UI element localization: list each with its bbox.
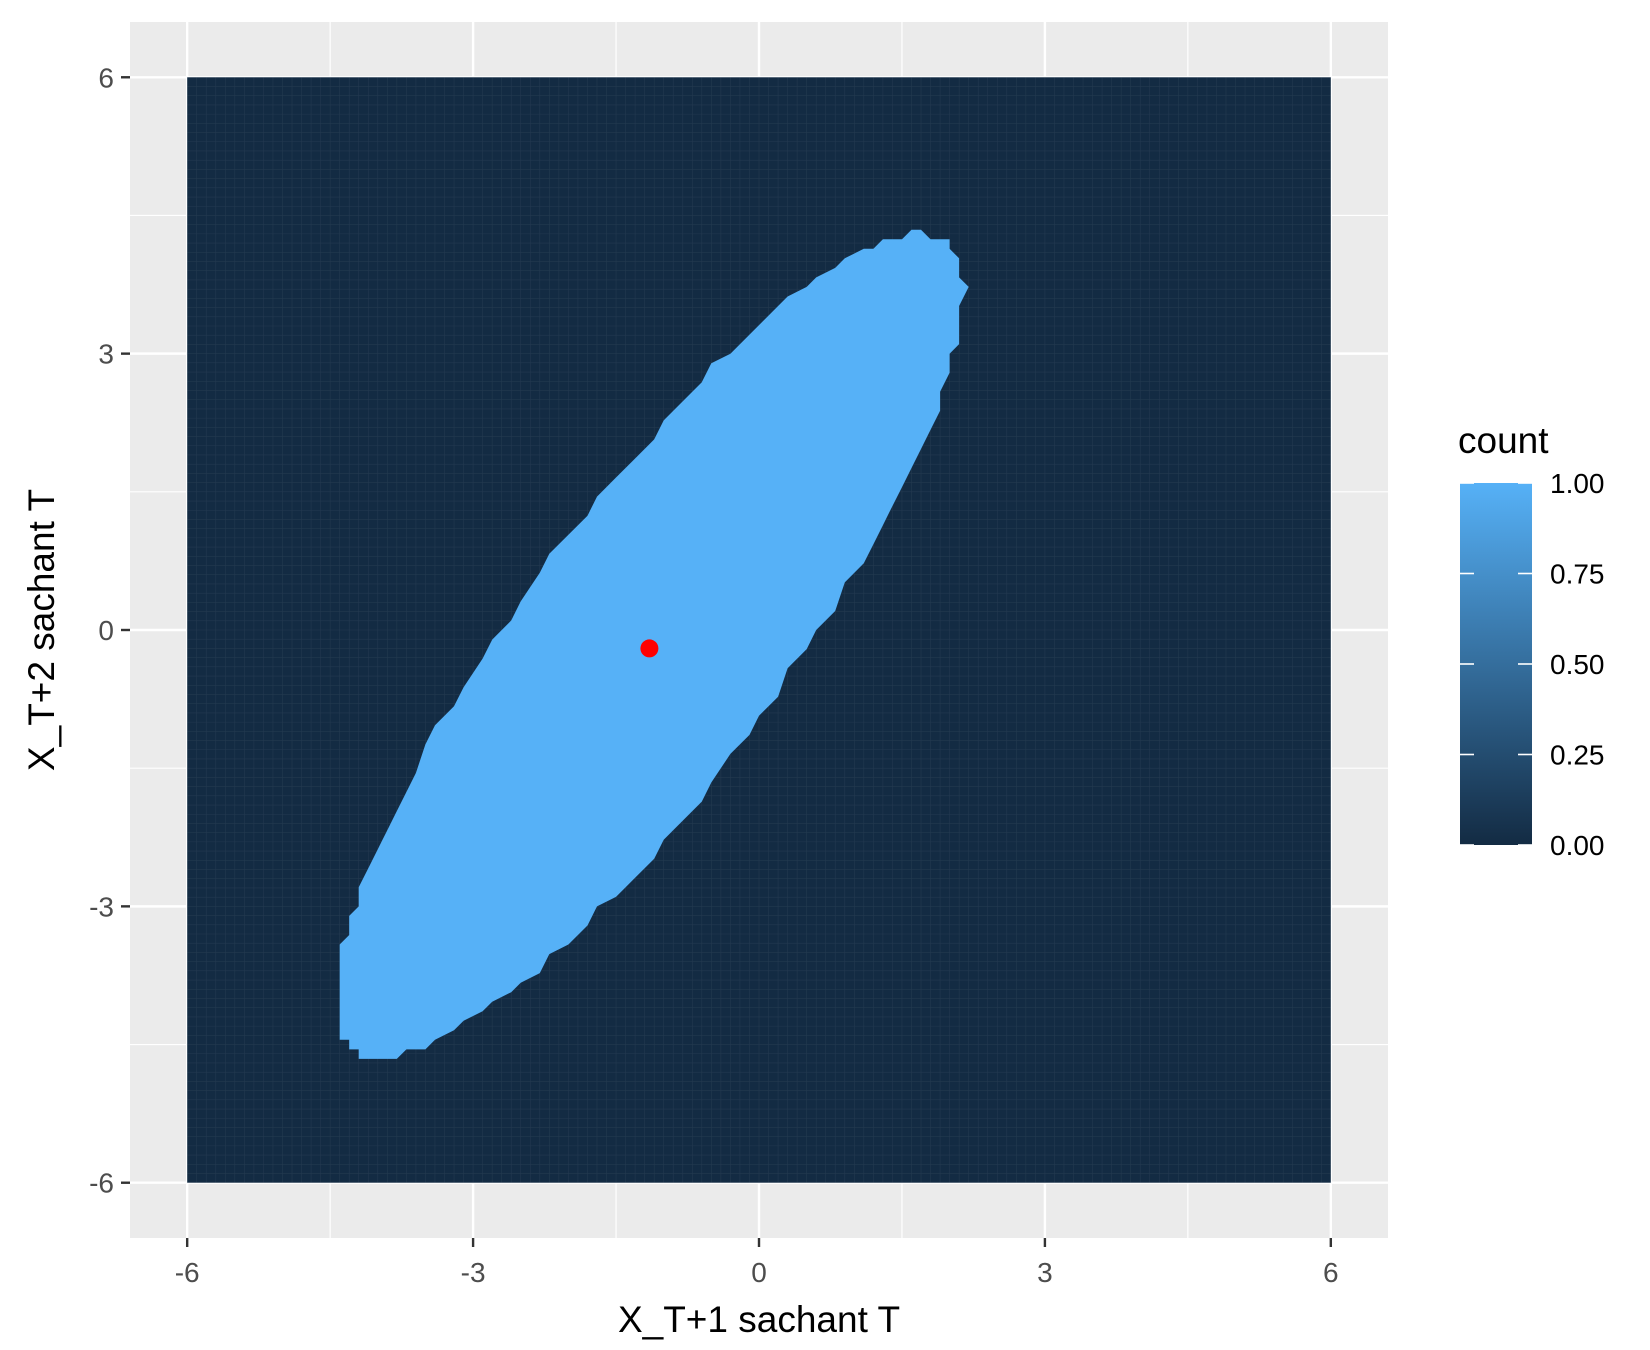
legend: count 1.00 0.75 0.50 0.25 0.00	[1458, 420, 1605, 861]
y-axis: 6 3 0 -3 -6	[89, 62, 130, 1199]
x-tick-label: 3	[1037, 1257, 1053, 1288]
y-tick-label: 6	[98, 62, 114, 93]
x-axis: -6 -3 0 3 6	[175, 1238, 1339, 1288]
x-axis-title: X_T+1 sachant T	[618, 1299, 900, 1340]
legend-label: 0.75	[1550, 559, 1605, 590]
legend-label: 1.00	[1550, 468, 1605, 499]
x-tick-label: -3	[461, 1257, 486, 1288]
x-tick-label: -6	[175, 1257, 200, 1288]
legend-label: 0.25	[1550, 740, 1605, 771]
legend-ticks: 1.00 0.75 0.50 0.25 0.00	[1460, 468, 1605, 861]
x-tick-label: 0	[751, 1257, 767, 1288]
y-tick-label: 0	[98, 615, 114, 646]
legend-title: count	[1458, 420, 1549, 461]
legend-label: 0.00	[1550, 830, 1605, 861]
y-tick-label: -3	[89, 891, 114, 922]
y-tick-label: 3	[98, 339, 114, 370]
x-tick-label: 6	[1323, 1257, 1339, 1288]
y-tick-label: -6	[89, 1168, 114, 1199]
y-axis-title: X_T+2 sachant T	[21, 489, 62, 771]
legend-label: 0.50	[1550, 649, 1605, 680]
center-point	[640, 639, 659, 658]
